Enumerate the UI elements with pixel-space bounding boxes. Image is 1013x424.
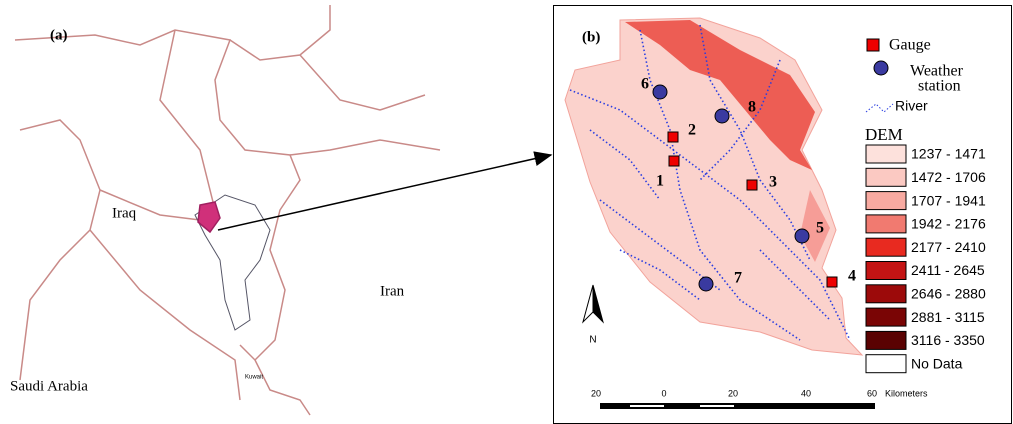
gauge-label: 1 — [656, 173, 664, 190]
legend-swatch — [866, 262, 906, 280]
scale-label: 20 — [591, 388, 601, 398]
country-label: Iraq — [112, 205, 137, 221]
legend-swatch — [866, 238, 906, 256]
station-label: 8 — [748, 99, 756, 116]
scale-unit: Kilometers — [885, 388, 928, 398]
north-label: N — [589, 335, 596, 346]
gauge — [668, 132, 678, 142]
country-label: Iran — [380, 283, 405, 299]
station-label: 5 — [816, 220, 824, 237]
country-label: Kuwait — [245, 375, 263, 381]
legend-swatch — [866, 215, 906, 233]
border — [20, 120, 240, 400]
legend-label: 1707 - 1941 — [911, 192, 986, 208]
station-label: 7 — [734, 270, 742, 287]
legend-gauge-symbol — [867, 39, 879, 51]
legend-label: 3116 - 3350 — [911, 332, 985, 348]
legend-label: 2177 - 2410 — [911, 239, 986, 255]
legend-weather-symbol — [874, 61, 888, 75]
legend-label: 1942 - 2176 — [911, 216, 986, 232]
legend-swatch — [866, 192, 906, 210]
border — [15, 30, 300, 360]
panel-label: (b) — [582, 29, 600, 45]
legend-label: Gauge — [889, 37, 931, 54]
gauge — [669, 156, 679, 166]
legend-label: 2881 - 3115 — [911, 309, 985, 325]
figure: (a) Iraq Iran Saudi Arabia Kuwait (b)123… — [0, 0, 1013, 424]
gauge-label: 4 — [848, 268, 856, 285]
legend-label: No Data — [911, 355, 963, 371]
legend-label: River — [895, 98, 928, 114]
weather-station — [795, 229, 809, 243]
scale-label: 40 — [801, 388, 811, 398]
border — [160, 30, 310, 415]
weather-station — [715, 109, 729, 123]
legend-swatch — [866, 355, 906, 373]
panel-a — [15, 5, 440, 415]
legend-swatch — [866, 331, 906, 349]
scale-bar — [630, 405, 664, 407]
weather-station — [699, 277, 713, 291]
legend-label: 2411 - 2645 — [911, 262, 985, 278]
legend-swatch — [866, 145, 906, 163]
legend-swatch — [866, 285, 906, 303]
legend-label: 1472 - 1706 — [911, 169, 986, 185]
gauge-label: 2 — [688, 122, 696, 139]
weather-station — [653, 85, 667, 99]
legend-label: 2646 - 2880 — [911, 286, 986, 302]
scale-label: 20 — [728, 388, 738, 398]
panel-label: (a) — [50, 27, 68, 43]
scale-bar — [700, 405, 734, 407]
gauge-label: 3 — [769, 174, 777, 191]
legend-title: DEM — [865, 125, 903, 144]
legend-label: station — [918, 78, 961, 95]
gauge — [747, 180, 757, 190]
border — [230, 5, 440, 155]
station-label: 6 — [641, 76, 649, 93]
scale-label: 60 — [867, 388, 877, 398]
legend-swatch — [866, 308, 906, 326]
legend-label: 1237 - 1471 — [911, 146, 986, 162]
legend-swatch — [866, 168, 906, 186]
arrow — [218, 155, 551, 230]
scale-label: 0 — [661, 388, 666, 398]
gauge — [827, 277, 837, 287]
country-label: Saudi Arabia — [10, 378, 88, 394]
